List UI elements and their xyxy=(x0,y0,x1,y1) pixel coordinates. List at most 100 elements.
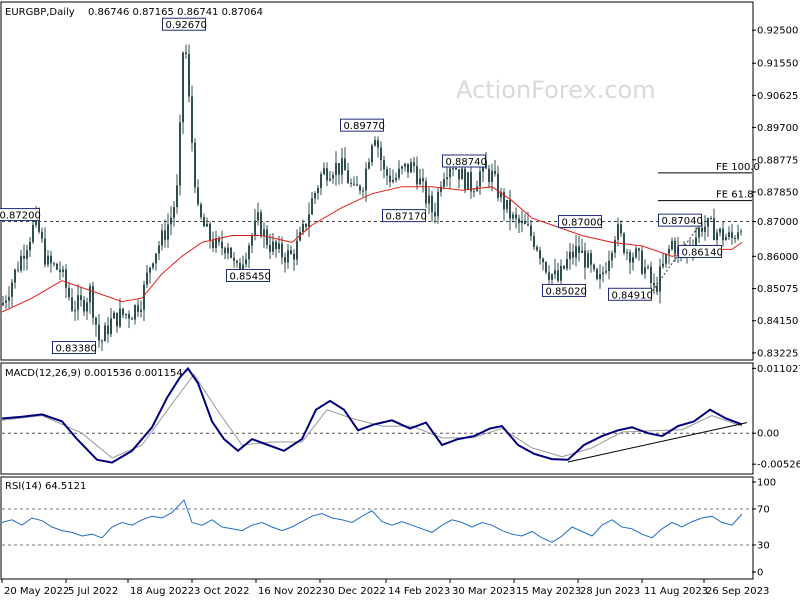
candle-body xyxy=(26,250,28,259)
candle-body xyxy=(77,295,79,310)
candle-body xyxy=(341,158,343,175)
candle-body xyxy=(446,177,448,180)
rsi-panel: 100 70 30 0 xyxy=(1,478,776,579)
candle-body xyxy=(17,269,19,271)
candle-body xyxy=(593,264,595,270)
candle-body xyxy=(206,223,208,227)
candle-body xyxy=(128,314,130,319)
price-label: 0.89770 xyxy=(344,121,385,132)
candle-body xyxy=(59,269,61,273)
candle-body xyxy=(674,240,676,255)
candle-body xyxy=(725,237,727,241)
candle-body xyxy=(65,269,67,288)
candle-body xyxy=(116,312,118,327)
candle-body xyxy=(350,183,352,185)
price-label: 0.85020 xyxy=(546,286,587,297)
candle-body xyxy=(614,239,616,253)
candle-body xyxy=(224,248,226,254)
symbol-label: EURGBP,Daily xyxy=(5,7,75,18)
candle-body xyxy=(425,181,427,204)
candle-body xyxy=(101,340,103,342)
candle-body xyxy=(740,231,742,233)
candle-body xyxy=(242,264,244,270)
macd-trendline xyxy=(567,422,748,463)
candle-body xyxy=(434,212,436,217)
candle-body xyxy=(230,247,232,258)
candle-body xyxy=(371,145,373,163)
candle-body xyxy=(89,286,91,303)
candle-body xyxy=(359,185,361,191)
time-tick-label: 30 Mar 2023 xyxy=(452,586,515,597)
candle-body xyxy=(299,232,301,241)
price-label: 0.84910 xyxy=(612,290,653,301)
moving-average-line xyxy=(1,186,743,313)
candle-body xyxy=(665,253,667,264)
candle-body xyxy=(497,173,499,198)
candle-body xyxy=(368,162,370,169)
candle-body xyxy=(23,255,25,259)
candle-body xyxy=(110,318,112,335)
candle-body xyxy=(599,274,601,279)
candle-body xyxy=(605,271,607,273)
candle-body xyxy=(155,253,157,264)
price-axis-tick-label: 0.87850 xyxy=(757,187,798,198)
candle-body xyxy=(440,186,442,192)
candle-body xyxy=(572,251,574,258)
candle-body xyxy=(596,269,598,279)
candle-body xyxy=(95,317,97,325)
time-tick-label: 16 Nov 2022 xyxy=(258,586,322,597)
candle-body xyxy=(410,162,412,173)
candle-body xyxy=(569,251,571,260)
candle-body xyxy=(584,250,586,268)
candle-body xyxy=(188,54,190,97)
candle-body xyxy=(209,223,211,241)
candle-body xyxy=(335,162,337,176)
price-axis-tick-label: 0.90625 xyxy=(757,91,798,102)
candle-body xyxy=(11,282,13,297)
candle-body xyxy=(113,312,115,319)
candle-body xyxy=(2,302,4,306)
rsi-axis-tick-label: 70 xyxy=(757,505,770,516)
price-label: 0.83380 xyxy=(56,344,97,355)
candle-body xyxy=(149,267,151,273)
candle-body xyxy=(167,224,169,240)
candle-body xyxy=(68,287,70,298)
candle-body xyxy=(557,270,559,281)
candle-body xyxy=(458,169,460,180)
candle-body xyxy=(260,212,262,237)
candle-body xyxy=(56,263,58,270)
candle-body xyxy=(506,199,508,210)
candle-body xyxy=(140,309,142,312)
candle-body xyxy=(32,224,34,242)
candle-body xyxy=(8,296,10,301)
candle-body xyxy=(713,218,715,241)
candle-body xyxy=(344,158,346,171)
candle-body xyxy=(533,236,535,247)
price-label-box xyxy=(678,244,722,258)
candle-body xyxy=(143,284,145,310)
candle-body xyxy=(47,255,49,265)
price-axis-tick-label: 0.83225 xyxy=(757,348,798,359)
price-label-box xyxy=(226,268,270,282)
candle-body xyxy=(650,266,652,284)
candle-body xyxy=(467,172,469,190)
candle-body xyxy=(659,266,661,292)
candle-body xyxy=(104,325,106,342)
candle-body xyxy=(302,223,304,233)
rsi-line xyxy=(1,499,743,543)
time-tick-label: 5 Jul 2022 xyxy=(68,586,118,597)
candle-body xyxy=(257,212,259,221)
candle-body xyxy=(320,174,322,188)
price-panel: 0.92500 0.91550 0.90625 0.89700 0.88775 0.878… xyxy=(0,17,798,359)
price-label-box xyxy=(382,209,426,223)
candle-body xyxy=(284,257,286,263)
candle-body xyxy=(173,207,175,218)
candle-body xyxy=(653,283,655,286)
candle-body xyxy=(227,247,229,254)
candle-body xyxy=(80,295,82,300)
price-label: 0.88740 xyxy=(446,157,487,168)
candle-body xyxy=(83,299,85,312)
price-axis-tick-label: 0.85075 xyxy=(757,284,798,295)
candle-body xyxy=(542,258,544,263)
